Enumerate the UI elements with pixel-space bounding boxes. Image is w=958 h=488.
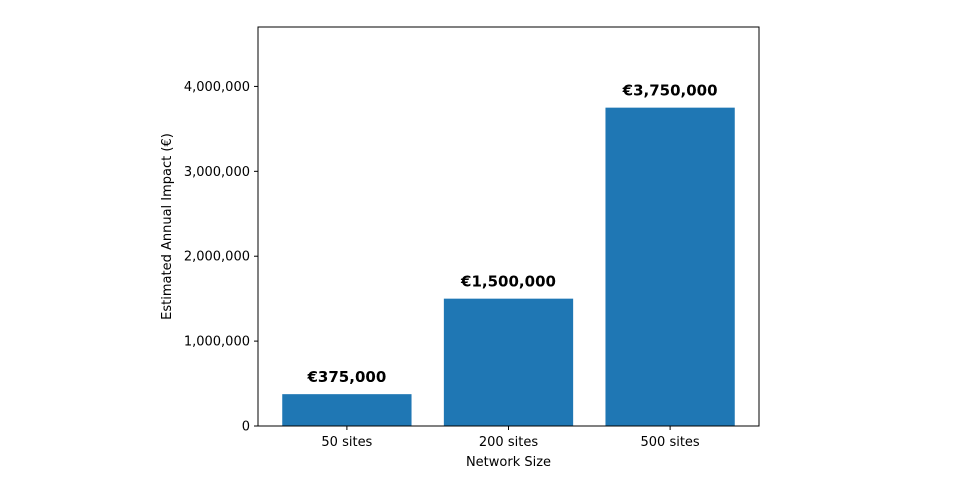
y-tick-label-0: 0 (242, 420, 250, 435)
bars-layer (282, 107, 735, 427)
data-label-0: €375,000 (307, 368, 387, 386)
y-tick-label-4: 4,000,000 (184, 80, 250, 95)
y-axis-label: Estimated Annual Impact (€) (160, 133, 175, 320)
data-label-2: €3,750,000 (622, 82, 718, 100)
plot-frame (257, 26, 760, 427)
bar-1 (443, 298, 574, 426)
bar-0 (282, 394, 412, 426)
data-label-1: €1,500,000 (460, 273, 556, 291)
x-tick-label-2: 500 sites (641, 435, 700, 450)
x-axis: 50 sites 200 sites 500 sites (321, 426, 700, 450)
x-tick-label-1: 200 sites (479, 435, 538, 450)
y-tick-label-2: 2,000,000 (184, 250, 250, 265)
data-labels-layer: €375,000 €1,500,000 €3,750,000 (307, 82, 718, 387)
x-axis-label: Network Size (466, 455, 551, 470)
x-tick-label-0: 50 sites (321, 435, 372, 450)
y-axis: 0 1,000,000 2,000,000 3,000,000 4,000,000 (184, 80, 258, 435)
y-tick-label-1: 1,000,000 (184, 335, 250, 350)
bar-2 (605, 107, 735, 427)
y-tick-label-3: 3,000,000 (184, 165, 250, 180)
